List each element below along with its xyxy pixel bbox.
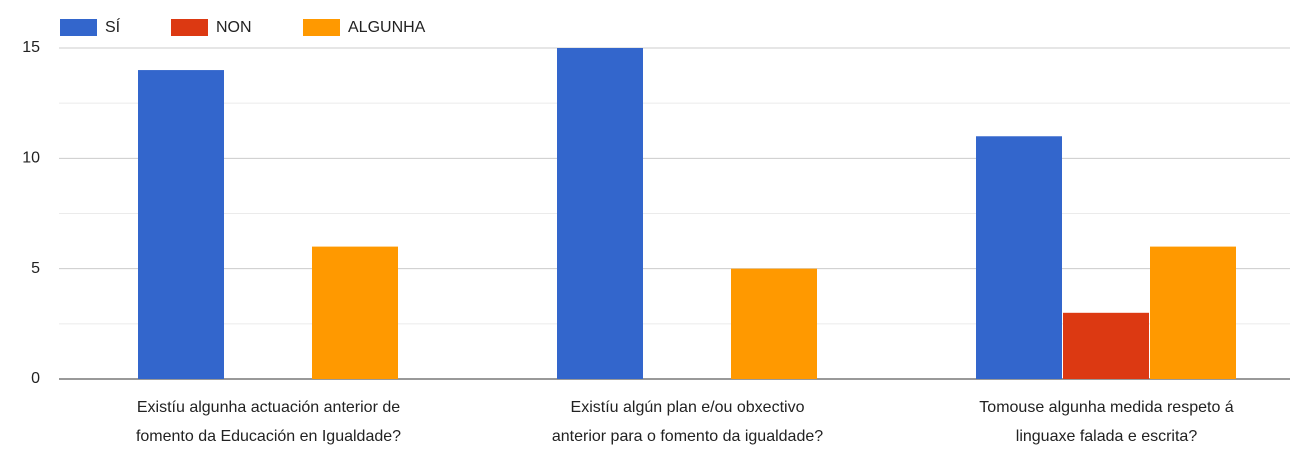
x-tick-label: Existíu algún plan e/ou obxectivo [571,399,805,416]
bar [312,246,398,379]
x-tick-label: Existíu algunha actuación anterior de [137,399,400,416]
bar [1063,312,1149,379]
legend-swatch [171,19,208,36]
bar [731,268,817,379]
y-tick-label: 5 [31,260,40,277]
bar [557,48,643,379]
bar [138,70,224,380]
legend-swatch [303,19,340,36]
x-tick-label: fomento da Educación en Igualdade? [136,428,401,445]
x-tick-label: anterior para o fomento da igualdade? [552,428,823,445]
x-tick-label: linguaxe falada e escrita? [1016,428,1198,445]
y-tick-label: 15 [22,39,40,56]
y-tick-label: 0 [31,370,40,387]
y-tick-label: 10 [22,150,40,167]
x-tick-label: Tomouse algunha medida respeto á [979,399,1233,416]
legend-label: NON [216,19,252,36]
legend-label: SÍ [105,17,121,36]
legend-swatch [60,19,97,36]
legend-label: ALGUNHA [348,19,426,36]
bar [1150,246,1236,379]
bar [976,136,1062,379]
